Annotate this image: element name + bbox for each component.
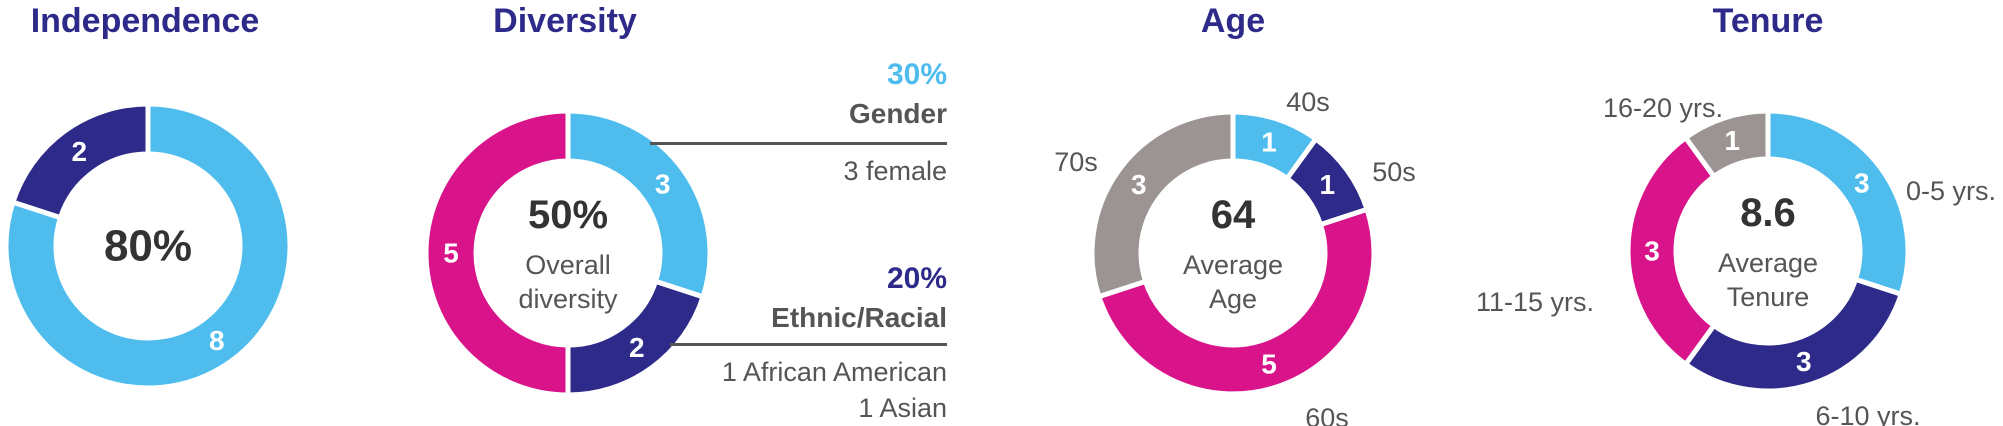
gender-leader-line xyxy=(650,142,947,145)
center-sub-3-1: Tenure xyxy=(1727,282,1810,312)
slice-label-1-0: 3 xyxy=(655,169,671,200)
center-value-1: 50% xyxy=(528,193,608,237)
category-label-2-2: 60s xyxy=(1305,403,1349,426)
ethnic-details: 1 African American 1 Asian xyxy=(722,354,947,426)
category-label-3-2: 11-15 yrs. xyxy=(1476,287,1594,317)
center-sub-3-0: Average xyxy=(1718,248,1818,278)
ethnic-percent: 20% xyxy=(886,262,947,295)
center-value-2: 64 xyxy=(1211,193,1256,237)
center-sub-2-0: Average xyxy=(1183,250,1283,280)
center-sub-2-1: Age xyxy=(1209,284,1257,314)
slice-3-1 xyxy=(1682,276,1905,394)
category-label-2-3: 70s xyxy=(1054,147,1098,177)
center-value-3: 8.6 xyxy=(1740,191,1796,235)
slice-3-2 xyxy=(1625,134,1718,368)
tenure-title: Tenure xyxy=(1712,2,1824,40)
ethnic-leader-line xyxy=(670,343,947,346)
slice-label-0-0: 8 xyxy=(209,325,225,356)
slice-1-0 xyxy=(565,108,713,301)
slice-label-3-3: 1 xyxy=(1724,125,1740,156)
gender-category: Gender xyxy=(848,98,947,129)
slice-label-2-1: 1 xyxy=(1319,169,1335,200)
independence-title: Independence xyxy=(30,2,260,40)
gender-percent: 30% xyxy=(886,58,947,91)
slice-label-3-0: 3 xyxy=(1854,167,1870,198)
slice-0-0 xyxy=(3,101,293,391)
center-value-0: 80% xyxy=(104,222,192,271)
category-label-3-0: 0-5 yrs. xyxy=(1906,176,1996,206)
ethnic-detail-2: 1 Asian xyxy=(858,393,947,423)
slice-label-3-1: 3 xyxy=(1796,346,1812,377)
diversity-title: Diversity xyxy=(493,2,637,40)
center-sub-1-1: diversity xyxy=(518,284,618,314)
slice-3-0 xyxy=(1765,108,1911,298)
slice-label-1-2: 5 xyxy=(443,238,459,269)
category-label-2-0: 40s xyxy=(1286,87,1330,117)
center-sub-1-0: Overall xyxy=(525,250,611,280)
slice-0-1 xyxy=(9,101,151,221)
category-label-2-1: 50s xyxy=(1372,157,1416,187)
gender-annotation: 30% Gender xyxy=(849,58,947,130)
slice-label-3-2: 3 xyxy=(1644,236,1660,267)
slice-1-2 xyxy=(423,108,571,398)
slice-label-0-1: 2 xyxy=(71,136,87,167)
slice-2-2 xyxy=(1095,206,1377,397)
age-title: Age xyxy=(1200,2,1266,40)
slice-3-3 xyxy=(1682,108,1771,181)
ethnic-detail-1: 1 African American xyxy=(721,357,947,387)
category-label-3-3: 16-20 yrs. xyxy=(1603,93,1723,123)
slice-label-2-0: 1 xyxy=(1261,127,1277,158)
slice-label-1-1: 2 xyxy=(629,332,645,363)
slice-label-2-3: 3 xyxy=(1131,169,1147,200)
slice-label-2-2: 5 xyxy=(1261,348,1277,379)
slice-2-3 xyxy=(1089,109,1236,300)
category-label-3-1: 6-10 yrs. xyxy=(1815,401,1920,426)
ethnic-annotation: 20% Ethnic/Racial xyxy=(771,262,947,334)
ethnic-category: Ethnic/Racial xyxy=(771,302,947,333)
gender-detail: 3 female xyxy=(843,156,947,186)
